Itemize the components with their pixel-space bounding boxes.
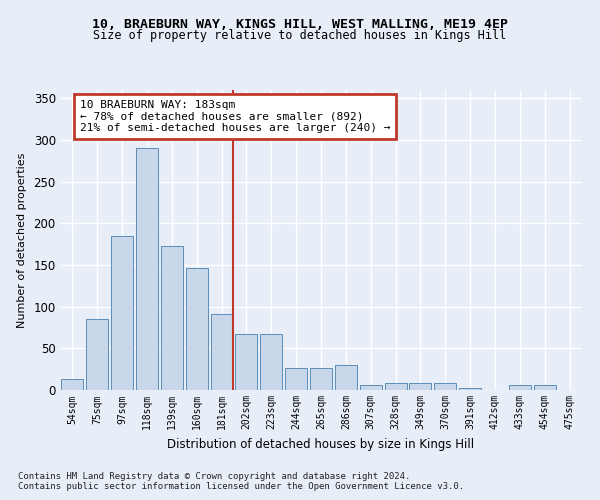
Bar (285, 368, 307, 390)
Text: Contains public sector information licensed under the Open Government Licence v3: Contains public sector information licen… (18, 482, 464, 491)
Bar (335, 365, 357, 390)
Bar (61, 379, 83, 390)
Bar (260, 334, 282, 390)
Bar (310, 368, 332, 390)
Bar (161, 246, 183, 390)
Bar (385, 384, 407, 390)
Bar (136, 148, 158, 390)
Text: 10 BRAEBURN WAY: 183sqm
← 78% of detached houses are smaller (892)
21% of semi-d: 10 BRAEBURN WAY: 183sqm ← 78% of detache… (80, 100, 391, 133)
Bar (86, 319, 108, 390)
Bar (409, 382, 431, 390)
Bar (534, 385, 556, 390)
Bar (434, 382, 456, 390)
X-axis label: Distribution of detached houses by size in Kings Hill: Distribution of detached houses by size … (167, 438, 475, 451)
Bar (211, 314, 233, 390)
Bar (459, 388, 481, 390)
Y-axis label: Number of detached properties: Number of detached properties (17, 152, 26, 328)
Bar (186, 268, 208, 390)
Text: Size of property relative to detached houses in Kings Hill: Size of property relative to detached ho… (94, 29, 506, 42)
Text: 10, BRAEBURN WAY, KINGS HILL, WEST MALLING, ME19 4EP: 10, BRAEBURN WAY, KINGS HILL, WEST MALLI… (92, 18, 508, 30)
Text: Contains HM Land Registry data © Crown copyright and database right 2024.: Contains HM Land Registry data © Crown c… (18, 472, 410, 481)
Bar (360, 385, 382, 390)
Bar (509, 385, 531, 390)
Bar (111, 236, 133, 390)
Bar (235, 334, 257, 390)
